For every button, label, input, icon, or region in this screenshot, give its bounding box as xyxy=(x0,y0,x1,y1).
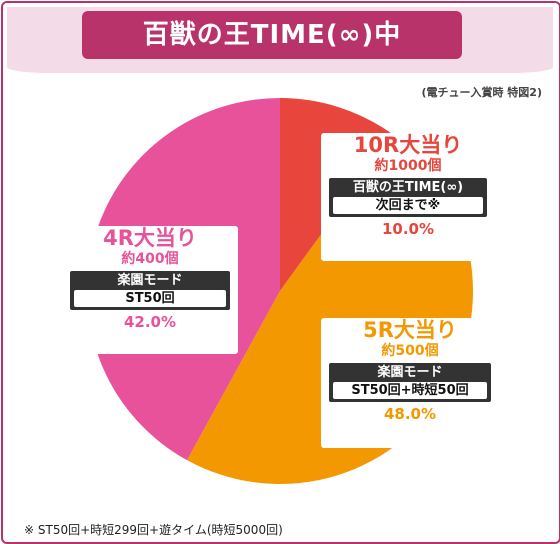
label-box-10r: 10R大当り 約1000個 百獣の王TIME(∞) 次回まで※ 10.0% xyxy=(321,133,495,261)
detail-4r: ST50回 xyxy=(74,290,226,307)
payout-5r: 約500個 xyxy=(381,343,439,359)
slice-label-4r: 4R大当り xyxy=(103,226,197,250)
detail-5r: ST50回+時短50回 xyxy=(333,382,487,399)
mode-box-4r: 楽園モード ST50回 xyxy=(70,271,230,310)
payout-4r: 約400個 xyxy=(121,251,179,267)
percent-4r: 42.0% xyxy=(123,313,177,331)
mode-10r: 百獣の王TIME(∞) xyxy=(352,180,464,195)
mode-4r: 楽園モード xyxy=(117,273,183,288)
slice-label-5r: 5R大当り xyxy=(363,318,457,342)
mode-5r: 楽園モード xyxy=(377,365,443,380)
chart-note: (電チュー入賞時 特図2) xyxy=(421,86,542,99)
payout-10r: 約1000個 xyxy=(374,158,442,174)
slice-label-10r: 10R大当り xyxy=(353,133,463,157)
mode-box-5r: 楽園モード ST50回+時短50回 xyxy=(329,363,491,402)
detail-10r: 次回まで※ xyxy=(333,197,483,214)
percent-10r: 10.0% xyxy=(381,220,435,238)
label-box-5r: 5R大当り 約500個 楽園モード ST50回+時短50回 48.0% xyxy=(321,318,499,448)
mode-box-10r: 百獣の王TIME(∞) 次回まで※ xyxy=(329,178,487,217)
footnote: ※ ST50回+時短299回+遊タイム(時短5000回) xyxy=(24,523,283,537)
percent-5r: 48.0% xyxy=(383,405,437,423)
label-box-4r: 4R大当り 約400個 楽園モード ST50回 42.0% xyxy=(62,226,238,354)
page-title: 百獣の王TIME(∞)中 xyxy=(82,11,462,59)
